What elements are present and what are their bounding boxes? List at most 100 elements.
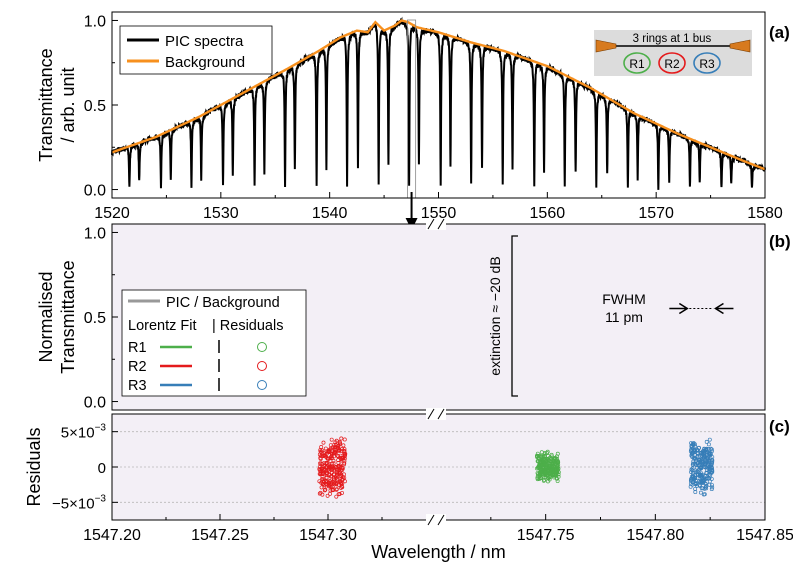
legend-ring-label-2: R2	[128, 359, 147, 375]
residual-point	[322, 488, 327, 493]
y-tick-label: 1.0	[84, 13, 106, 30]
residual-point	[710, 485, 715, 490]
residual-point	[695, 476, 700, 481]
legend-label-normalised: PIC / Background	[166, 295, 280, 311]
residual-point	[702, 449, 707, 453]
residual-point	[698, 451, 703, 456]
residual-point	[340, 455, 345, 460]
residual-point	[692, 462, 697, 466]
x-tick-label: 1547.80	[626, 527, 684, 544]
residual-point	[546, 461, 551, 466]
inset-ring-2	[658, 52, 686, 74]
residual-point	[689, 467, 694, 472]
panel-label-a: (a)	[769, 23, 790, 42]
residual-point	[330, 487, 335, 492]
residual-point	[535, 453, 539, 458]
y-tick-mantissa: 0	[98, 460, 106, 477]
y-axis-label-line2: / arb. unit	[58, 67, 78, 142]
inset-ring-1	[623, 52, 651, 74]
legend-swatch-residual-3	[257, 380, 267, 390]
residual-point	[708, 455, 713, 460]
residual-point	[338, 463, 343, 468]
residual-point	[690, 452, 695, 457]
axis-break-mark	[427, 218, 435, 230]
y-tick-mantissa: −5×10	[52, 495, 95, 512]
residual-point	[702, 492, 707, 497]
y-tick-exponent: −3	[95, 493, 107, 504]
legend-swatch-residual-1	[257, 342, 267, 352]
residual-point	[704, 476, 709, 481]
residual-point	[335, 470, 340, 475]
x-tick-label: 1560	[530, 205, 566, 222]
residual-point	[342, 437, 347, 442]
x-tick-label: 1547.75	[517, 527, 575, 544]
residual-point	[334, 494, 339, 499]
axis-break-mark	[437, 408, 445, 420]
y-axis-label: Residuals	[24, 427, 44, 506]
residual-point	[544, 470, 549, 475]
y-tick-exponent: −3	[95, 423, 107, 434]
residual-point	[543, 467, 547, 471]
residual-point	[700, 454, 705, 459]
residual-point	[540, 460, 545, 465]
series-pic-spectra	[111, 16, 766, 190]
residual-point	[332, 472, 337, 477]
residual-point	[542, 452, 547, 457]
residuals-r2	[317, 436, 348, 499]
legend-swatch-residual-2	[257, 361, 267, 371]
x-tick-label: 1530	[203, 205, 239, 222]
residual-point	[709, 476, 714, 481]
residual-point	[336, 448, 341, 453]
residual-point	[318, 471, 323, 476]
extinction-annotation: extinction ≈ −20 dB	[487, 256, 503, 375]
residual-point	[703, 481, 708, 486]
inset-ring-label-2: R2	[664, 57, 680, 71]
residual-point	[556, 466, 561, 471]
axis-break-mark	[437, 514, 445, 526]
residual-point	[543, 471, 548, 476]
residual-point	[319, 461, 324, 466]
y-tick-label: −5×10−3	[52, 493, 106, 512]
inset-title: 3 rings at 1 bus	[633, 33, 712, 45]
residual-point	[342, 447, 347, 452]
extinction-bracket	[511, 235, 518, 397]
residual-point	[707, 472, 712, 477]
legend-label-pic: PIC spectra	[165, 33, 244, 50]
residual-point	[693, 455, 698, 460]
x-tick-label: 1550	[421, 205, 457, 222]
x-tick-label: 1547.25	[191, 527, 249, 544]
residual-point	[702, 461, 707, 466]
inset-grating-right	[729, 39, 751, 53]
residual-point	[698, 490, 703, 495]
fwhm-value: 11 pm	[605, 309, 643, 325]
residual-point	[695, 451, 700, 456]
inset-ring-label-1: R1	[629, 57, 645, 71]
legend-header-fit: Lorentz Fit	[128, 318, 197, 334]
residual-point	[333, 450, 338, 455]
panel-label-b: (b)	[769, 232, 791, 251]
residual-point	[336, 458, 341, 463]
residual-point	[331, 461, 336, 466]
x-tick-label: 1540	[312, 205, 348, 222]
residual-point	[693, 481, 698, 486]
residual-point	[332, 449, 337, 454]
residual-point	[334, 487, 339, 492]
residual-point	[326, 449, 331, 453]
x-tick-label: 1520	[94, 205, 130, 222]
residual-point	[537, 476, 542, 481]
legend-a: PIC spectra Background	[119, 25, 273, 75]
residual-point	[695, 469, 700, 474]
residual-point	[701, 478, 706, 483]
residual-point	[322, 468, 327, 473]
y-tick-label: 5×10−3	[61, 423, 107, 442]
residual-point	[708, 452, 713, 457]
residual-point	[321, 440, 326, 445]
residual-point	[541, 478, 546, 483]
residual-point	[339, 436, 344, 441]
residual-point	[547, 477, 552, 482]
legend-label-background: Background	[165, 54, 245, 71]
residual-point	[547, 475, 552, 480]
legend-b: PIC / Background Lorentz Fit | Residuals R1…	[121, 289, 307, 397]
residual-point	[538, 465, 543, 469]
residual-point	[703, 485, 708, 490]
